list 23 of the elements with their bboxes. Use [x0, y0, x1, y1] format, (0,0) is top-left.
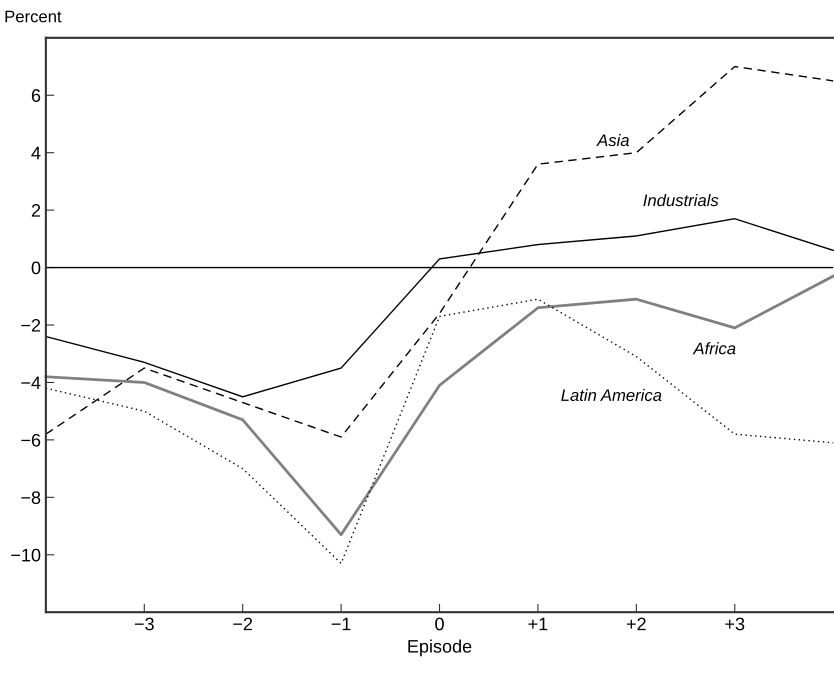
- x-tick-label: +2: [626, 618, 646, 630]
- series-label: Industrials: [643, 194, 718, 206]
- x-tick-label: +3: [725, 618, 744, 630]
- series-label: Latin America: [561, 388, 662, 402]
- x-tick-label: −1: [332, 618, 351, 630]
- y-tick-label: 0: [32, 262, 40, 274]
- series-label: Africa: [692, 342, 736, 354]
- y-tick-label: 6: [32, 89, 40, 102]
- line-series: [44, 274, 834, 536]
- series-label: Asia: [596, 134, 629, 146]
- y-tick-label: −6: [21, 434, 40, 447]
- y-tick-label: −8: [21, 491, 40, 504]
- x-tick-label: −3: [134, 618, 154, 630]
- x-tick-label: +1: [528, 618, 548, 630]
- x-tick-label: 0: [435, 618, 444, 630]
- x-axis-title: Episode: [408, 639, 472, 656]
- y-tick-label: 4: [31, 146, 40, 160]
- y-tick-label: 2: [32, 204, 40, 217]
- y-tick-label: −10: [11, 548, 40, 562]
- y-axis-title: Percent: [6, 10, 62, 22]
- x-tick-label: −2: [233, 618, 252, 630]
- y-tick-label: −4: [21, 376, 40, 389]
- y-tick-label: −2: [21, 318, 40, 332]
